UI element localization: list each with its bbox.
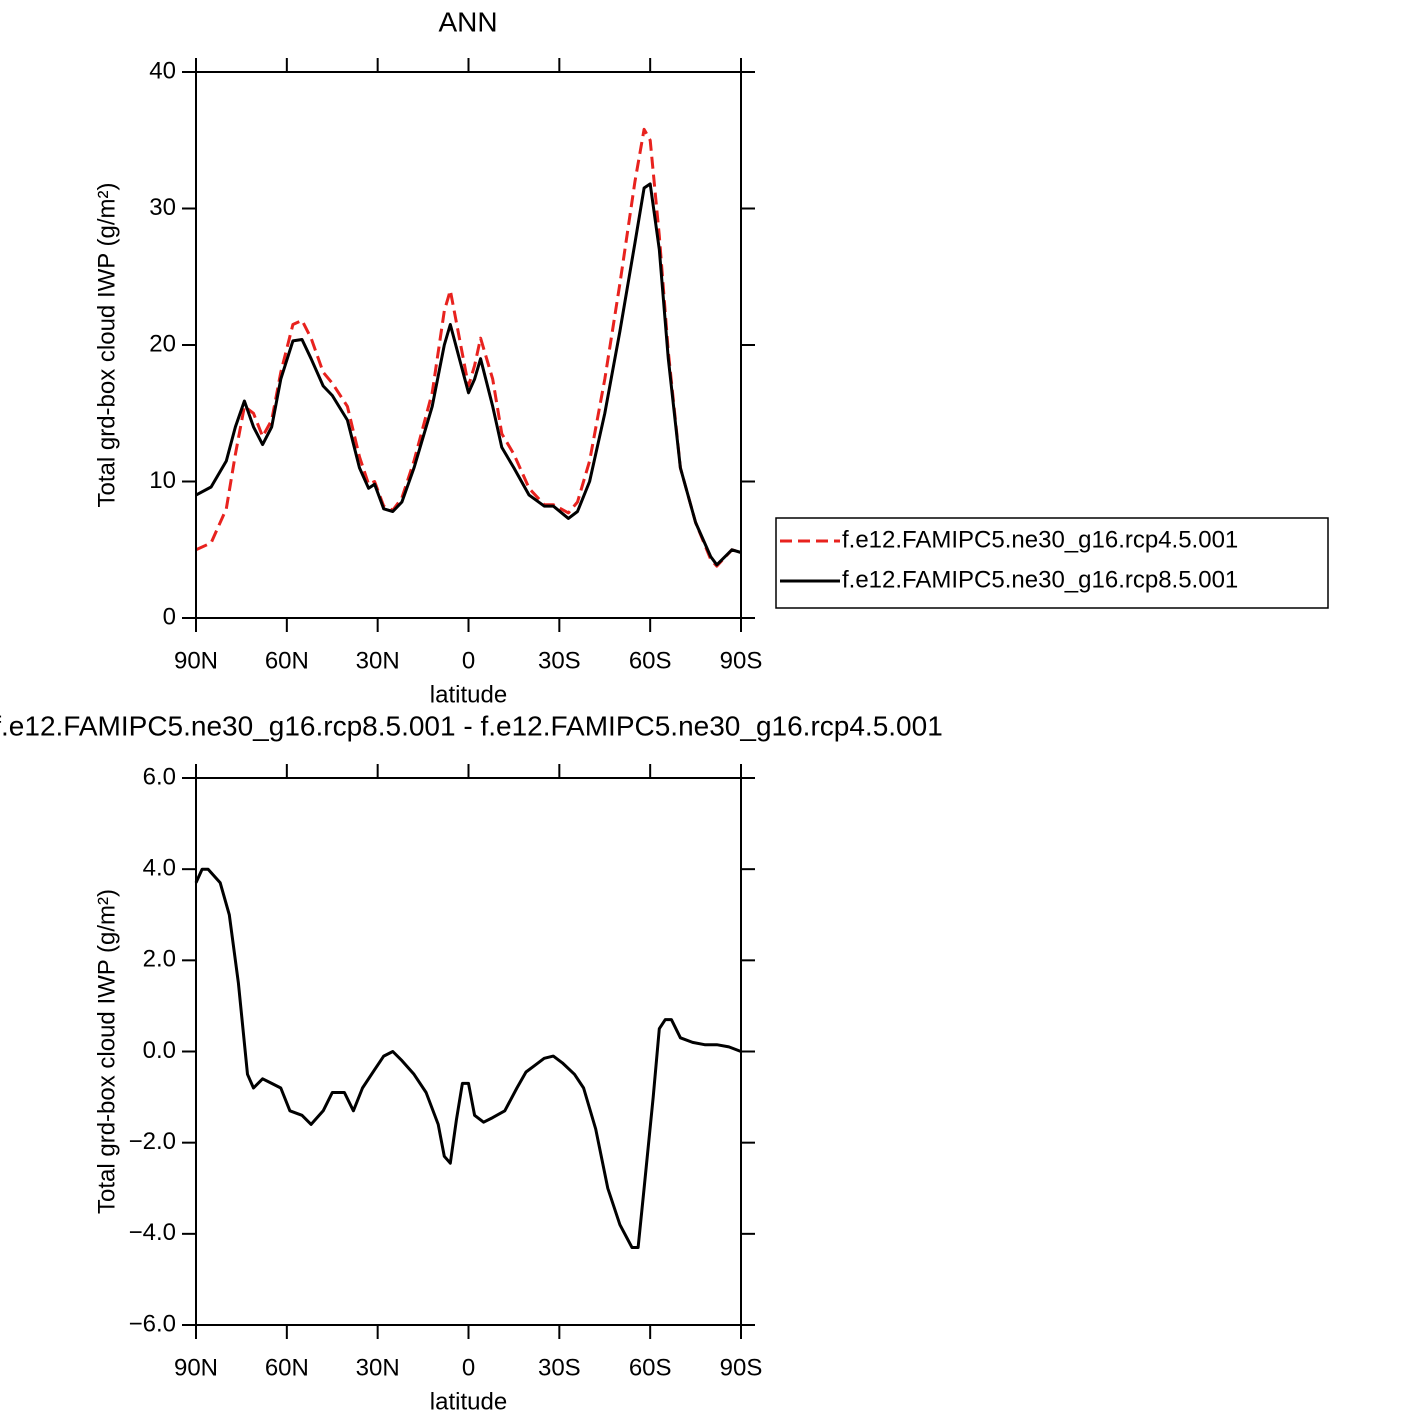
legend-box — [775, 517, 1329, 609]
y-tick-label: 4.0 — [143, 855, 176, 882]
y-tick-label: 6.0 — [143, 763, 176, 790]
y-tick-label: −2.0 — [129, 1128, 176, 1155]
x-tick-label: 60S — [629, 647, 672, 674]
x-tick-label: 90N — [174, 1354, 218, 1381]
y-tick-label: 2.0 — [143, 946, 176, 973]
chart-title: ANN — [438, 6, 497, 37]
data-line — [194, 867, 742, 1249]
x-tick-label: 0 — [462, 647, 475, 674]
y-axis-label: Total grd-box cloud IWP (g/m²) — [93, 183, 120, 508]
x-tick-label: 60S — [629, 1354, 672, 1381]
y-tick-label: −4.0 — [129, 1219, 176, 1246]
data-line — [195, 127, 742, 568]
y-tick-label: 0.0 — [143, 1037, 176, 1064]
x-axis-label: latitude — [430, 681, 507, 708]
y-tick-label: 0 — [163, 603, 176, 630]
y-tick-label: −6.0 — [129, 1310, 176, 1337]
legend-label: f.e12.FAMIPC5.ne30_g16.rcp8.5.001 — [842, 566, 1238, 593]
y-tick-label: 30 — [149, 194, 176, 221]
x-tick-label: 30S — [538, 1354, 581, 1381]
x-tick-label: 0 — [462, 1354, 475, 1381]
x-tick-label: 60N — [265, 1354, 309, 1381]
y-tick-label: 10 — [149, 467, 176, 494]
plot-frame — [195, 71, 742, 619]
x-tick-label: 30N — [356, 647, 400, 674]
x-tick-label: 60N — [265, 647, 309, 674]
chart-title: f.e12.FAMIPC5.ne30_g16.rcp8.5.001 - f.e1… — [0, 710, 943, 741]
y-tick-label: 20 — [149, 330, 176, 357]
y-tick-label: 40 — [149, 57, 176, 84]
plot-frame — [195, 777, 742, 1326]
data-line — [195, 182, 742, 567]
y-axis-label: Total grd-box cloud IWP (g/m²) — [93, 889, 120, 1214]
x-tick-label: 30S — [538, 647, 581, 674]
legend-label: f.e12.FAMIPC5.ne30_g16.rcp4.5.001 — [842, 526, 1238, 553]
x-tick-label: 90S — [720, 647, 763, 674]
x-tick-label: 90S — [720, 1354, 763, 1381]
x-tick-label: 30N — [356, 1354, 400, 1381]
x-tick-label: 90N — [174, 647, 218, 674]
x-axis-label: latitude — [430, 1388, 507, 1415]
